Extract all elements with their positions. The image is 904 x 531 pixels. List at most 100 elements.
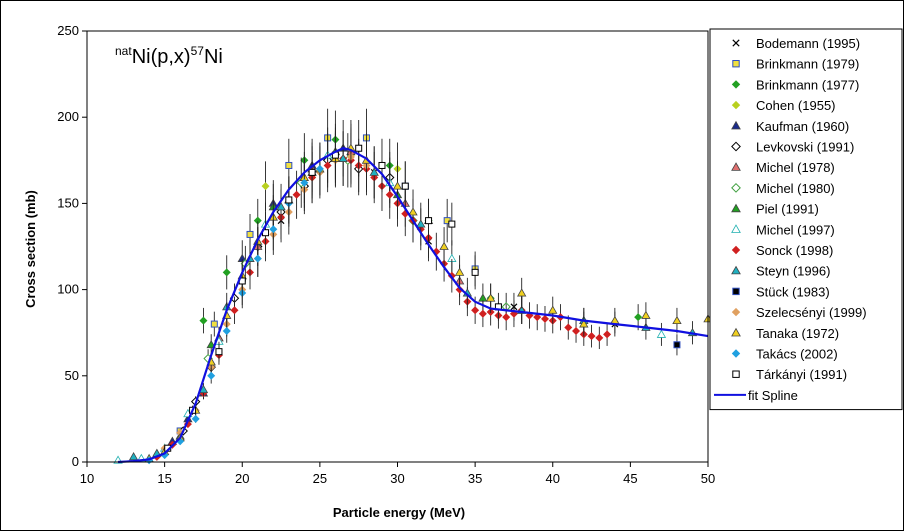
data-point <box>673 341 681 349</box>
legend-item-michel-1997: Michel (1997) <box>731 222 835 237</box>
legend-item-brinkmann-1977: Brinkmann (1977) <box>731 77 859 92</box>
data-point <box>292 190 301 199</box>
series-levkovski-1991 <box>178 133 395 436</box>
legend-marker <box>732 370 740 378</box>
data-point <box>128 452 139 461</box>
y-tick-label: 0 <box>72 454 79 469</box>
x-tick-label: 25 <box>313 471 327 486</box>
data-point <box>603 330 612 339</box>
data-point <box>425 217 433 225</box>
data-point <box>253 254 262 263</box>
legend-item-tanaka-1972: Tanaka (1972) <box>731 326 839 341</box>
legend-marker <box>731 100 741 110</box>
data-point <box>533 313 542 322</box>
axes: 0 50 100 150 200 250 10 15 20 25 30 35 40 45 50 <box>57 23 715 486</box>
reaction-suffix: Ni <box>204 46 223 68</box>
data-point <box>191 414 200 423</box>
data-point <box>308 168 316 176</box>
x-tick-label: 40 <box>546 471 560 486</box>
fit-spline-line <box>117 147 709 464</box>
legend-label: Stück (1983) <box>756 284 830 299</box>
legend-box <box>709 28 903 411</box>
data-point <box>572 326 581 335</box>
plot-area <box>113 108 713 465</box>
reaction-prefix-sup: nat <box>115 44 132 58</box>
legend-label: Bodemann (1995) <box>756 36 860 51</box>
data-point <box>392 181 403 190</box>
data-point <box>215 348 223 356</box>
data-point <box>276 202 286 211</box>
legend-label: Szelecsényi (1999) <box>756 305 867 320</box>
x-tick-label: 15 <box>157 471 171 486</box>
legend-item-michel-1980: Michel (1980) <box>731 181 835 196</box>
data-point <box>595 333 604 342</box>
data-point <box>471 268 479 276</box>
y-tick-label: 100 <box>57 282 79 297</box>
data-point <box>416 219 426 228</box>
data-point <box>285 196 293 204</box>
data-point <box>338 153 348 162</box>
data-point <box>587 332 596 341</box>
legend-label: Brinkmann (1979) <box>756 57 859 72</box>
legend-marker <box>731 203 741 213</box>
series-tanaka-1972 <box>144 119 713 462</box>
data-point <box>672 315 682 325</box>
data-point <box>199 316 208 325</box>
legend-label: Piel (1991) <box>756 202 819 217</box>
legend-label: Tárkányi (1991) <box>756 367 847 382</box>
legend-label: Michel (1997) <box>756 222 835 237</box>
data-point <box>246 230 254 238</box>
data-point <box>222 326 231 335</box>
data-point <box>517 288 527 297</box>
legend-label: Michel (1980) <box>756 181 835 196</box>
data-point <box>230 306 239 315</box>
series-tarkanyi-1991 <box>164 119 502 452</box>
data-point <box>369 167 379 176</box>
data-point <box>579 319 589 328</box>
legend-marker <box>731 80 741 89</box>
y-tick-label: 50 <box>65 368 79 383</box>
data-point <box>355 144 363 152</box>
data-point <box>261 182 270 191</box>
data-point <box>253 216 262 225</box>
legend-item-steyn-1996: Steyn (1996) <box>731 264 830 279</box>
legend-marker <box>731 307 741 317</box>
legend-marker <box>731 120 741 130</box>
legend-marker <box>732 39 740 47</box>
legend-label: Cohen (1955) <box>756 98 836 113</box>
data-point <box>454 267 465 276</box>
legend-marker <box>731 245 741 255</box>
data-point <box>455 285 464 294</box>
y-tick-label: 150 <box>57 195 79 210</box>
legend-item-cohen-1955: Cohen (1955) <box>731 98 836 113</box>
legend-label: Michel (1978) <box>756 160 835 175</box>
legend: Bodemann (1995) Brinkmann (1979) Brinkmann… <box>709 28 903 411</box>
legend-item-takacs-2002: Takács (2002) <box>731 347 838 362</box>
legend-label: Brinkmann (1977) <box>756 77 859 92</box>
legend-item-brinkmann-1979: Brinkmann (1979) <box>732 57 859 72</box>
legend-marker <box>731 224 741 233</box>
legend-item-michel-1978: Michel (1978) <box>731 160 835 175</box>
data-point <box>471 306 480 315</box>
series-takacs-2002 <box>145 142 324 465</box>
series-stuck-1983 <box>673 334 681 356</box>
legend-item-fit-spline: fit Spline <box>714 388 798 403</box>
y-tick-label: 250 <box>57 23 79 38</box>
reaction-annotation: natNi(p,x)57Ni <box>115 44 223 68</box>
x-tick-label: 10 <box>80 471 94 486</box>
x-tick-label: 45 <box>623 471 637 486</box>
data-point <box>207 371 216 380</box>
data-point <box>485 293 496 302</box>
legend-label: Levkovski (1991) <box>756 140 854 155</box>
legend-marker <box>732 60 740 68</box>
legend-marker <box>731 162 741 171</box>
legend-item-kaufman-1960: Kaufman (1960) <box>731 119 849 134</box>
data-point <box>439 241 449 250</box>
plot-border <box>86 30 709 463</box>
y-tick-label: 200 <box>57 109 79 124</box>
x-tick-label: 50 <box>701 471 715 486</box>
reaction-mid-sup: 57 <box>191 44 205 58</box>
legend-item-tarkanyi-1991: Tárkányi (1991) <box>732 367 847 382</box>
data-point <box>300 178 309 187</box>
